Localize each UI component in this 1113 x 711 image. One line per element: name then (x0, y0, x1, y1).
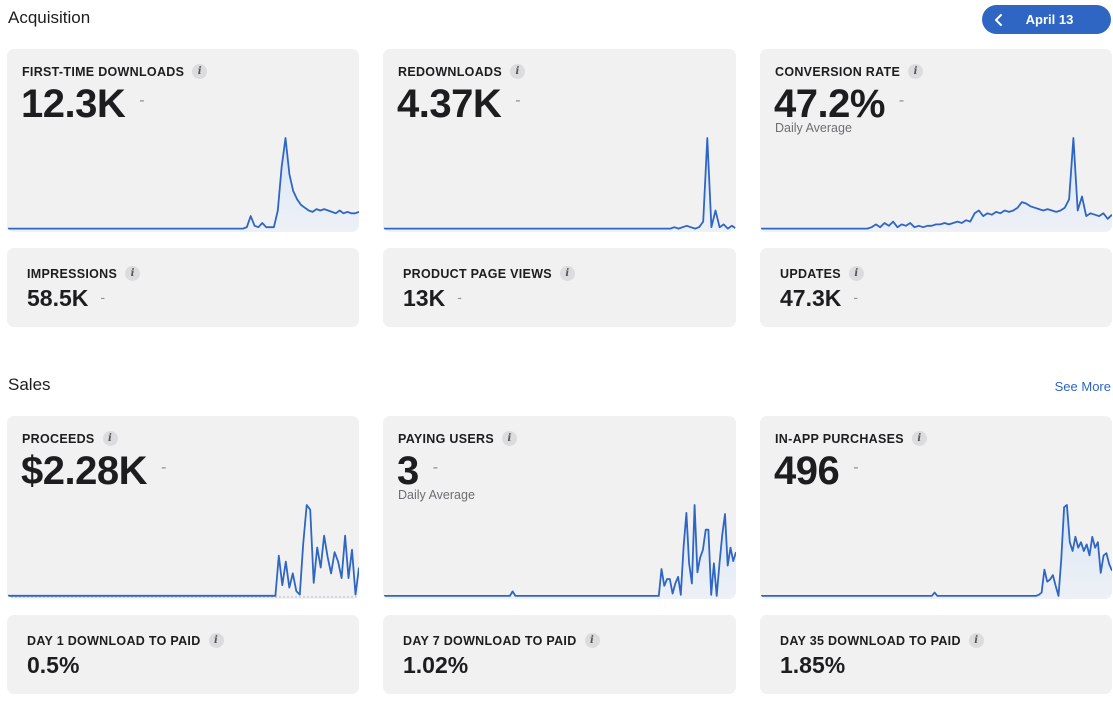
sparkline-line (7, 505, 359, 596)
sparkline-chart (7, 499, 359, 598)
sparkline-line (760, 138, 1112, 229)
sparkline-area (383, 505, 736, 599)
sparkline-area (7, 138, 359, 232)
card-proceeds[interactable]: PROCEEDS i $2.28K - (7, 416, 359, 599)
card-title: UPDATES i (780, 266, 864, 281)
info-icon[interactable]: i (125, 266, 141, 281)
card-title: PRODUCT PAGE VIEWS i (403, 266, 575, 281)
info-icon[interactable]: i (848, 266, 864, 281)
metric-value: 1.85% (780, 652, 846, 678)
sparkline-area (760, 505, 1112, 599)
metric-value: 13K - (403, 285, 462, 311)
card-title: DAY 1 DOWNLOAD TO PAID i (27, 633, 224, 648)
card-title: PROCEEDS i (22, 431, 118, 446)
metric-value: 58.5K - (27, 285, 106, 311)
sparkline-area (383, 138, 736, 232)
card-title: DAY 35 DOWNLOAD TO PAID i (780, 633, 984, 648)
info-icon[interactable]: i (584, 633, 600, 648)
metric-value: $2.28K - (21, 449, 166, 493)
info-icon[interactable]: i (908, 64, 924, 79)
metric-value: 12.3K - (21, 82, 145, 126)
metric-value: 0.5% (27, 652, 80, 678)
card-title: PAYING USERS i (398, 431, 517, 446)
metric-value: 47.2% - (774, 82, 904, 126)
card-in-app-purchases[interactable]: IN-APP PURCHASES i 496- (760, 416, 1112, 599)
sparkline-chart (7, 132, 359, 232)
sparkline-line (7, 138, 359, 229)
sparkline-chart (760, 132, 1112, 232)
card-day1-download-to-paid[interactable]: DAY 1 DOWNLOAD TO PAID i 0.5% (7, 615, 359, 694)
metric-value: 3- (397, 449, 438, 493)
card-first-time-downloads[interactable]: FIRST-TIME DOWNLOADS i 12.3K - (7, 49, 359, 232)
card-product-page-views[interactable]: PRODUCT PAGE VIEWS i 13K - (383, 248, 736, 327)
card-day7-download-to-paid[interactable]: DAY 7 DOWNLOAD TO PAID i 1.02% (383, 615, 736, 694)
metric-value: 47.3K - (780, 285, 859, 311)
date-picker-button[interactable]: April 13 (982, 5, 1111, 34)
acquisition-heading: Acquisition (8, 8, 91, 27)
metric-value: 496- (774, 449, 859, 493)
card-conversion-rate[interactable]: CONVERSION RATE i 47.2% - Daily Average (760, 49, 1112, 232)
card-title: IN-APP PURCHASES i (775, 431, 927, 446)
card-day35-download-to-paid[interactable]: DAY 35 DOWNLOAD TO PAID i 1.85% (760, 615, 1112, 694)
card-redownloads[interactable]: REDOWNLOADS i 4.37K - (383, 49, 736, 232)
see-more-link[interactable]: See More (1054, 379, 1111, 394)
info-icon[interactable]: i (208, 633, 224, 648)
metric-subtitle: Daily Average (398, 488, 475, 502)
sales-heading: Sales (8, 375, 51, 394)
sparkline-area (760, 138, 1112, 232)
info-icon[interactable]: i (559, 266, 575, 281)
chevron-left-icon[interactable] (982, 13, 1016, 26)
date-label: April 13 (1025, 12, 1074, 27)
sparkline-chart (383, 132, 736, 232)
info-icon[interactable]: i (510, 64, 525, 79)
sparkline-chart (760, 499, 1112, 599)
card-title: IMPRESSIONS i (27, 266, 141, 281)
info-icon[interactable]: i (968, 633, 984, 648)
metric-subtitle: Daily Average (775, 121, 852, 135)
metric-value: 4.37K - (397, 82, 521, 126)
info-icon[interactable]: i (502, 431, 517, 446)
metric-value: 1.02% (403, 652, 469, 678)
card-paying-users[interactable]: PAYING USERS i 3- Daily Average (383, 416, 736, 599)
card-title: REDOWNLOADS i (398, 64, 525, 79)
card-title: FIRST-TIME DOWNLOADS i (22, 64, 208, 79)
sparkline-line (383, 505, 736, 596)
card-title: DAY 7 DOWNLOAD TO PAID i (403, 633, 600, 648)
card-impressions[interactable]: IMPRESSIONS i 58.5K - (7, 248, 359, 327)
info-icon[interactable]: i (911, 431, 927, 446)
card-updates[interactable]: UPDATES i 47.3K - (760, 248, 1112, 327)
info-icon[interactable]: i (102, 431, 118, 446)
sparkline-line (383, 138, 736, 229)
sparkline-line (760, 505, 1112, 596)
info-icon[interactable]: i (192, 64, 208, 79)
card-title: CONVERSION RATE i (775, 64, 924, 79)
sparkline-chart (383, 499, 736, 599)
